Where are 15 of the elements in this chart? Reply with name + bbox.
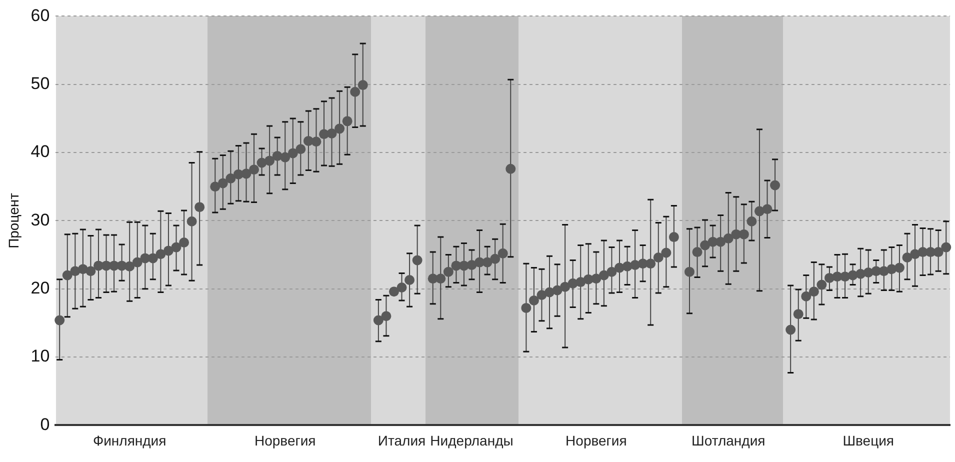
x-tick-label: Финляндия: [92, 432, 166, 448]
y-tick-label: 40: [30, 142, 50, 162]
x-tick-label: Нидерланды: [430, 432, 514, 448]
x-tick-label: Шотландия: [692, 432, 766, 448]
y-tick-label: 0: [40, 414, 50, 434]
y-tick-label: 30: [30, 210, 50, 230]
y-axis-title: Процент: [5, 192, 22, 248]
y-tick-label: 50: [30, 74, 50, 94]
x-tick-label: Норвегия: [566, 432, 627, 448]
x-tick-label: Италия: [378, 432, 426, 448]
y-tick-label: 10: [30, 346, 50, 366]
x-tick-label: Швеция: [842, 432, 894, 448]
y-tick-label: 20: [30, 278, 50, 298]
x-tick-label: Норвегия: [254, 432, 316, 448]
y-tick-label: 60: [30, 6, 50, 25]
